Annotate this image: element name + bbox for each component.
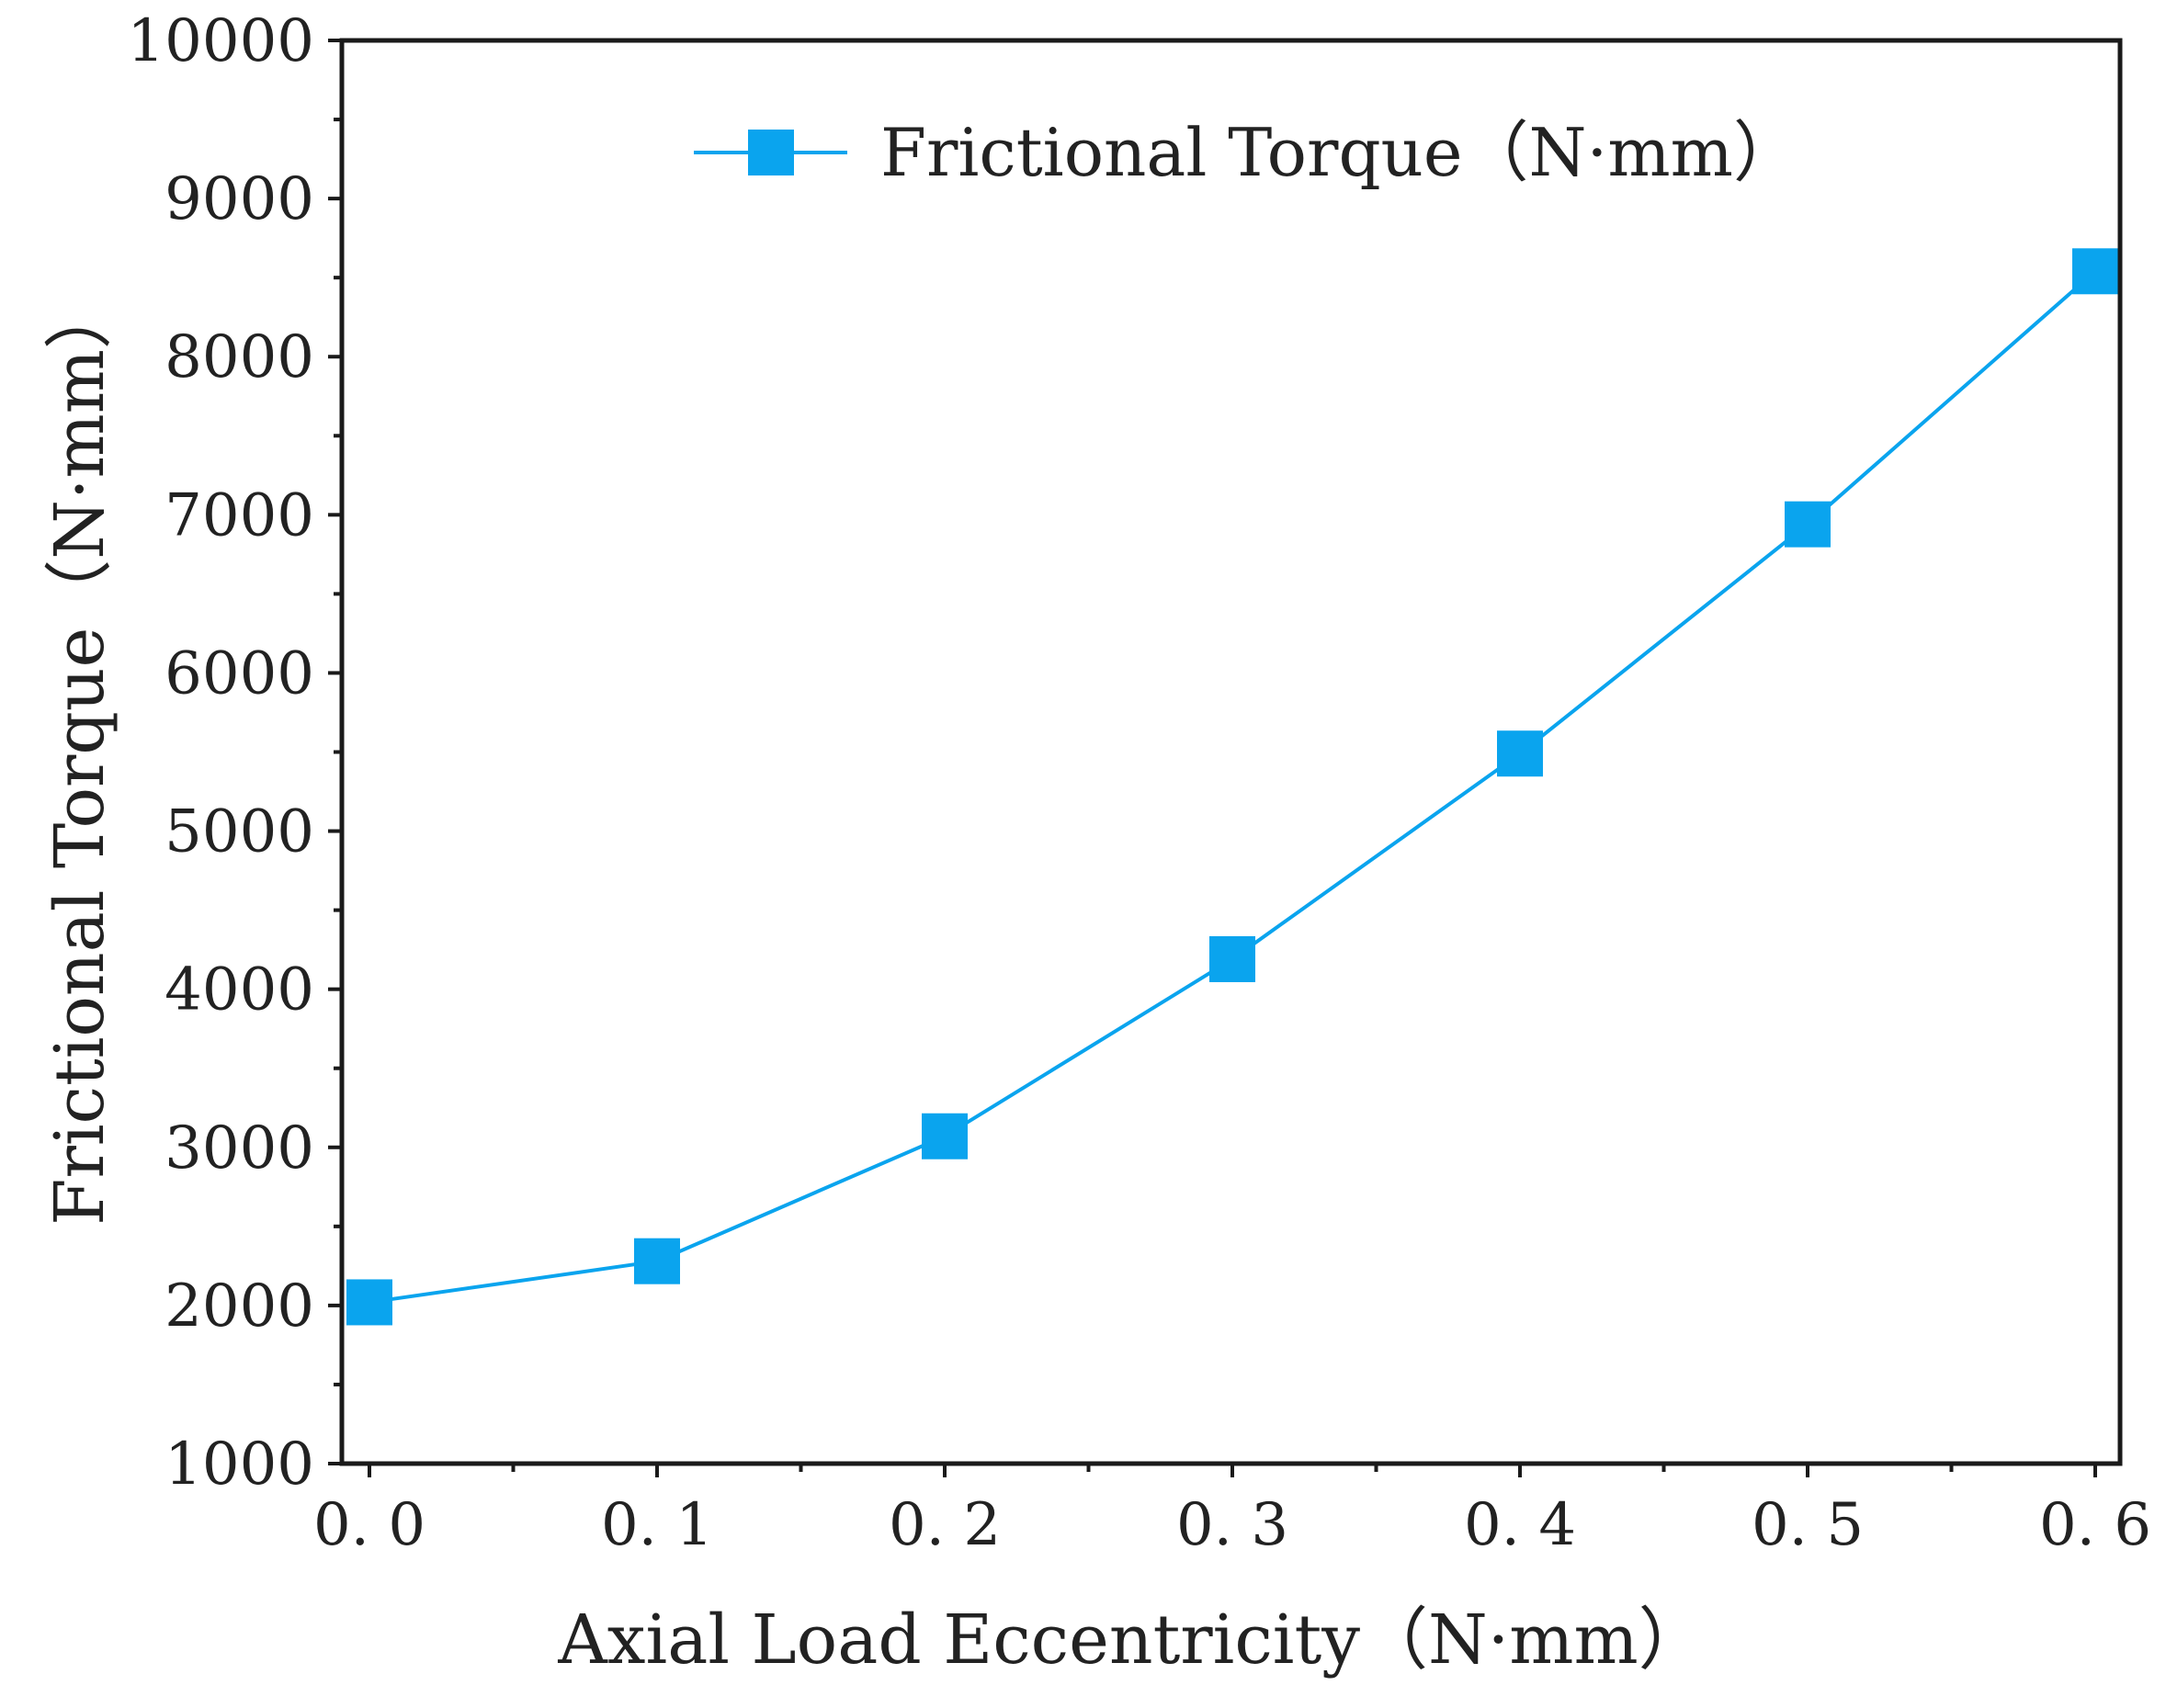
legend-marker-square <box>748 130 794 175</box>
data-point-marker <box>346 1279 392 1326</box>
y-tick-label: 8000 <box>164 323 314 391</box>
data-point-marker <box>922 1113 968 1159</box>
y-tick-label: 2000 <box>164 1273 314 1340</box>
data-point-marker <box>1785 501 1831 548</box>
plot-frame <box>339 38 2123 1466</box>
y-tick-label: 7000 <box>164 481 314 549</box>
x-tick-label: 0. 3 <box>1176 1491 1288 1559</box>
x-tick-label: 0. 5 <box>1752 1491 1864 1559</box>
x-tick-label: 0. 1 <box>601 1491 713 1559</box>
legend-label: Frictional Torque（N·mm） <box>880 114 1799 191</box>
x-tick-label: 0. 6 <box>2039 1491 2151 1559</box>
y-tick-label: 1000 <box>164 1431 314 1499</box>
y-axis-title: Frictional Torque（N·mm） <box>40 281 119 1226</box>
y-tick-label: 3000 <box>164 1114 314 1182</box>
data-point-marker <box>1497 730 1543 777</box>
data-point-marker <box>1209 935 1255 982</box>
y-tick-label: 9000 <box>164 165 314 233</box>
x-tick-label: 0. 0 <box>313 1491 425 1559</box>
tick-labels: 0. 0 0. 1 0. 2 0. 3 0. 4 0. 5 0. 6 1000 2000 3000… <box>127 7 2151 1559</box>
data-point-marker <box>634 1238 680 1284</box>
y-tick-label: 10000 <box>127 7 314 75</box>
x-tick-label: 0. 2 <box>889 1491 1001 1559</box>
legend: Frictional Torque（N·mm） <box>694 114 1799 191</box>
series-layer <box>346 248 2118 1326</box>
data-point-marker <box>2072 248 2118 295</box>
x-tick-label: 0. 4 <box>1464 1491 1576 1559</box>
series-line <box>369 269 2097 1305</box>
y-tick-label: 6000 <box>164 639 314 707</box>
x-axis-title: Axial Load Eccentricity（N·mm） <box>557 1601 1706 1680</box>
y-tick-label: 5000 <box>164 798 314 866</box>
y-tick-label: 4000 <box>164 956 314 1024</box>
axis-ticks <box>328 39 2097 1477</box>
